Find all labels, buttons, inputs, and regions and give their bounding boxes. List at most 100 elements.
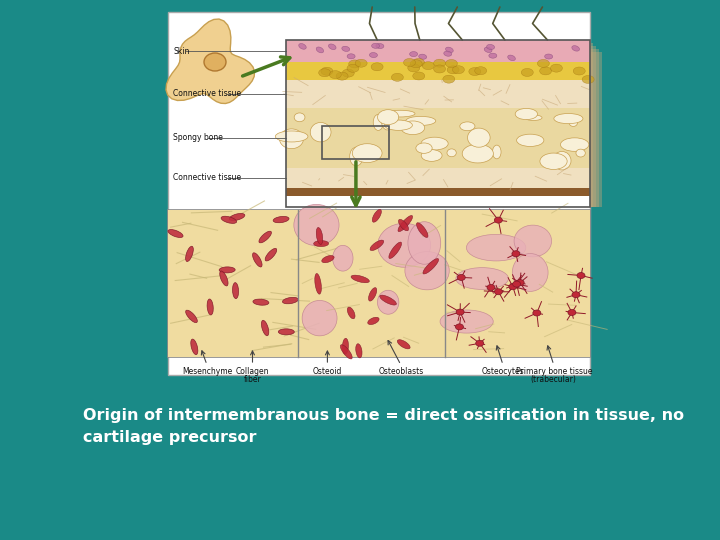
- Ellipse shape: [487, 285, 495, 291]
- Ellipse shape: [316, 47, 323, 53]
- Ellipse shape: [447, 149, 456, 157]
- Ellipse shape: [328, 44, 336, 50]
- Ellipse shape: [369, 52, 377, 58]
- Bar: [168, 210, 590, 357]
- Ellipse shape: [273, 217, 289, 222]
- Ellipse shape: [191, 339, 198, 355]
- Ellipse shape: [492, 145, 501, 159]
- Ellipse shape: [457, 274, 465, 280]
- Ellipse shape: [537, 59, 549, 68]
- Ellipse shape: [456, 309, 464, 315]
- Ellipse shape: [408, 64, 420, 72]
- Ellipse shape: [467, 234, 526, 261]
- Ellipse shape: [315, 273, 321, 294]
- Text: Primary bone tissue: Primary bone tissue: [516, 367, 592, 376]
- Ellipse shape: [569, 118, 577, 126]
- Ellipse shape: [487, 44, 495, 50]
- Ellipse shape: [573, 67, 585, 75]
- Ellipse shape: [321, 68, 333, 75]
- Ellipse shape: [275, 131, 308, 142]
- Ellipse shape: [316, 227, 323, 245]
- Ellipse shape: [516, 280, 524, 286]
- Ellipse shape: [514, 225, 552, 257]
- Ellipse shape: [314, 241, 328, 247]
- Ellipse shape: [253, 299, 269, 305]
- Ellipse shape: [495, 217, 503, 223]
- Ellipse shape: [319, 69, 330, 77]
- Ellipse shape: [410, 52, 418, 57]
- Ellipse shape: [207, 299, 213, 315]
- Ellipse shape: [446, 59, 457, 68]
- Ellipse shape: [560, 138, 589, 151]
- Ellipse shape: [421, 150, 442, 161]
- Ellipse shape: [550, 64, 562, 72]
- Ellipse shape: [204, 53, 226, 71]
- Bar: [286, 40, 590, 62]
- Ellipse shape: [467, 128, 490, 147]
- Ellipse shape: [456, 268, 508, 289]
- Bar: [590, 43, 593, 207]
- Text: fiber: fiber: [243, 375, 261, 384]
- Ellipse shape: [577, 273, 585, 279]
- Text: (trabecular): (trabecular): [531, 375, 577, 384]
- Ellipse shape: [373, 114, 383, 131]
- Text: Skin: Skin: [173, 46, 189, 56]
- Ellipse shape: [403, 58, 415, 66]
- Ellipse shape: [433, 65, 446, 73]
- Ellipse shape: [406, 116, 436, 125]
- Bar: [286, 168, 590, 188]
- Ellipse shape: [582, 76, 594, 84]
- Ellipse shape: [229, 213, 245, 220]
- Ellipse shape: [410, 60, 422, 68]
- Ellipse shape: [421, 137, 448, 150]
- Ellipse shape: [372, 210, 382, 222]
- Ellipse shape: [398, 215, 413, 232]
- Ellipse shape: [368, 318, 379, 325]
- Ellipse shape: [261, 320, 269, 336]
- Bar: [298, 210, 445, 357]
- Ellipse shape: [253, 253, 262, 267]
- Ellipse shape: [343, 338, 348, 354]
- Ellipse shape: [444, 51, 451, 56]
- Ellipse shape: [279, 329, 294, 335]
- Text: Connective tissue: Connective tissue: [173, 173, 241, 183]
- Ellipse shape: [533, 310, 541, 316]
- Ellipse shape: [413, 72, 425, 80]
- Ellipse shape: [370, 240, 384, 251]
- Text: Osteoid: Osteoid: [312, 367, 342, 376]
- Ellipse shape: [347, 54, 355, 59]
- Ellipse shape: [408, 222, 441, 264]
- Ellipse shape: [377, 291, 399, 314]
- Bar: [445, 210, 590, 357]
- Bar: [286, 108, 590, 168]
- Ellipse shape: [389, 242, 402, 259]
- Ellipse shape: [460, 122, 475, 131]
- Bar: [286, 62, 590, 80]
- Ellipse shape: [456, 324, 464, 330]
- Ellipse shape: [401, 121, 425, 134]
- Ellipse shape: [521, 69, 534, 77]
- Ellipse shape: [265, 248, 276, 261]
- Ellipse shape: [352, 144, 382, 163]
- Text: Connective tissue: Connective tissue: [173, 90, 241, 98]
- Bar: [323, 126, 390, 159]
- Ellipse shape: [377, 110, 399, 125]
- Ellipse shape: [376, 44, 384, 49]
- Ellipse shape: [385, 110, 415, 117]
- Ellipse shape: [299, 44, 306, 49]
- Ellipse shape: [302, 300, 337, 336]
- Text: cartilage precursor: cartilage precursor: [83, 430, 256, 445]
- Ellipse shape: [489, 53, 497, 58]
- Ellipse shape: [294, 113, 305, 122]
- Bar: [590, 46, 596, 207]
- Polygon shape: [166, 19, 255, 104]
- Text: Collagen: Collagen: [235, 367, 269, 376]
- Ellipse shape: [351, 275, 369, 283]
- Ellipse shape: [186, 310, 197, 322]
- Ellipse shape: [422, 62, 434, 70]
- Ellipse shape: [398, 219, 408, 231]
- Bar: [590, 49, 599, 207]
- Ellipse shape: [516, 109, 538, 119]
- Bar: [286, 80, 590, 108]
- Ellipse shape: [355, 59, 367, 67]
